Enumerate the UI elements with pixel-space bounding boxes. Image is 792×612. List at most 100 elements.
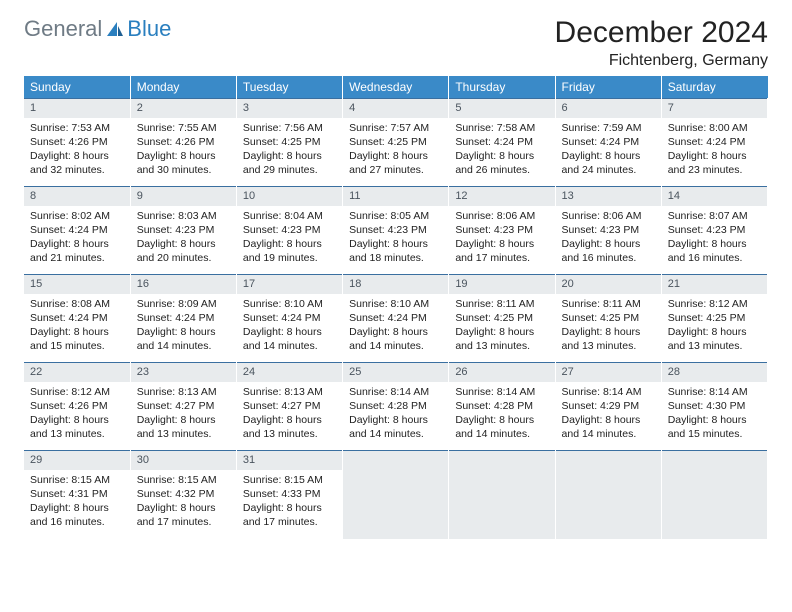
day-content: Sunrise: 8:07 AMSunset: 4:23 PMDaylight:… [662,206,767,272]
calendar-cell: 19Sunrise: 8:11 AMSunset: 4:25 PMDayligh… [449,275,555,363]
sunrise-line: Sunrise: 8:10 AM [243,297,336,311]
sunset-line: Sunset: 4:24 PM [562,135,655,149]
day-content: Sunrise: 7:57 AMSunset: 4:25 PMDaylight:… [343,118,448,184]
sunrise-line: Sunrise: 8:15 AM [243,473,336,487]
calendar-cell: 29Sunrise: 8:15 AMSunset: 4:31 PMDayligh… [24,451,130,539]
day-number: 10 [237,187,342,206]
day-number: 2 [131,99,236,118]
calendar-cell: 28Sunrise: 8:14 AMSunset: 4:30 PMDayligh… [661,363,767,451]
sunset-line: Sunset: 4:24 PM [455,135,548,149]
day-content: Sunrise: 7:55 AMSunset: 4:26 PMDaylight:… [131,118,236,184]
day-number: 6 [556,99,661,118]
day-number: 13 [556,187,661,206]
day-content: Sunrise: 8:11 AMSunset: 4:25 PMDaylight:… [556,294,661,360]
sunrise-line: Sunrise: 8:14 AM [562,385,655,399]
month-title: December 2024 [555,16,768,50]
day-number: 19 [449,275,554,294]
daylight-line: Daylight: 8 hours and 15 minutes. [30,325,124,353]
sunrise-line: Sunrise: 8:08 AM [30,297,124,311]
day-content: Sunrise: 8:13 AMSunset: 4:27 PMDaylight:… [131,382,236,448]
daylight-line: Daylight: 8 hours and 32 minutes. [30,149,124,177]
calendar-cell: 15 Sunrise: 8:08 AMSunset: 4:24 PMDayligh… [24,275,130,363]
calendar-cell: 7Sunrise: 8:00 AMSunset: 4:24 PMDaylight… [661,99,767,187]
day-content: Sunrise: 8:03 AMSunset: 4:23 PMDaylight:… [131,206,236,272]
day-number: 31 [237,451,342,470]
day-number: 30 [131,451,236,470]
sunrise-line: Sunrise: 8:15 AM [30,473,124,487]
sunset-line: Sunset: 4:24 PM [30,223,124,237]
calendar-cell: 11Sunrise: 8:05 AMSunset: 4:23 PMDayligh… [343,187,449,275]
daylight-line: Daylight: 8 hours and 19 minutes. [243,237,336,265]
daylight-line: Daylight: 8 hours and 16 minutes. [30,501,124,529]
sunrise-line: Sunrise: 8:15 AM [137,473,230,487]
calendar-cell [555,451,661,539]
day-number: 15 [24,275,130,294]
day-header: Monday [130,76,236,99]
sunset-line: Sunset: 4:25 PM [243,135,336,149]
sunset-line: Sunset: 4:24 PM [668,135,761,149]
daylight-line: Daylight: 8 hours and 18 minutes. [349,237,442,265]
sunset-line: Sunset: 4:26 PM [30,135,124,149]
day-number: 9 [131,187,236,206]
calendar-cell: 16Sunrise: 8:09 AMSunset: 4:24 PMDayligh… [130,275,236,363]
sunset-line: Sunset: 4:28 PM [349,399,442,413]
day-content: Sunrise: 8:14 AMSunset: 4:28 PMDaylight:… [343,382,448,448]
calendar-cell: 9Sunrise: 8:03 AMSunset: 4:23 PMDaylight… [130,187,236,275]
sunrise-line: Sunrise: 8:03 AM [137,209,230,223]
location: Fichtenberg, Germany [555,52,768,70]
day-number: 12 [449,187,554,206]
daylight-line: Daylight: 8 hours and 15 minutes. [668,413,761,441]
sunset-line: Sunset: 4:23 PM [455,223,548,237]
calendar-cell: 26Sunrise: 8:14 AMSunset: 4:28 PMDayligh… [449,363,555,451]
day-number: 4 [343,99,448,118]
day-content: Sunrise: 8:09 AMSunset: 4:24 PMDaylight:… [131,294,236,360]
sunrise-line: Sunrise: 8:14 AM [455,385,548,399]
calendar-row: 15Sunrise: 8:08 AMSunset: 4:24 PMDayligh… [24,275,768,363]
day-number: 29 [24,451,130,470]
calendar-cell: 30Sunrise: 8:15 AMSunset: 4:32 PMDayligh… [130,451,236,539]
day-number: 8 [24,187,130,206]
daylight-line: Daylight: 8 hours and 13 minutes. [562,325,655,353]
daylight-line: Daylight: 8 hours and 13 minutes. [137,413,230,441]
daylight-line: Daylight: 8 hours and 13 minutes. [243,413,336,441]
day-content: Sunrise: 8:14 AMSunset: 4:29 PMDaylight:… [556,382,661,448]
day-number: 27 [556,363,661,382]
daylight-line: Daylight: 8 hours and 30 minutes. [137,149,230,177]
day-number: 11 [343,187,448,206]
daylight-line: Daylight: 8 hours and 13 minutes. [30,413,124,441]
sunrise-line: Sunrise: 7:53 AM [30,121,124,135]
calendar-table: Sunday Monday Tuesday Wednesday Thursday… [24,76,768,539]
day-content: Sunrise: 7:58 AMSunset: 4:24 PMDaylight:… [449,118,554,184]
sunset-line: Sunset: 4:33 PM [243,487,336,501]
daylight-line: Daylight: 8 hours and 14 minutes. [455,413,548,441]
daylight-line: Daylight: 8 hours and 13 minutes. [455,325,548,353]
sunset-line: Sunset: 4:24 PM [30,311,124,325]
day-number: 26 [449,363,554,382]
calendar-cell: 20Sunrise: 8:11 AMSunset: 4:25 PMDayligh… [555,275,661,363]
calendar-cell: 27Sunrise: 8:14 AMSunset: 4:29 PMDayligh… [555,363,661,451]
sunrise-line: Sunrise: 7:56 AM [243,121,336,135]
sunrise-line: Sunrise: 8:07 AM [668,209,761,223]
page-header: General Blue December 2024 Fichtenberg, … [24,16,768,70]
day-content: Sunrise: 8:15 AMSunset: 4:32 PMDaylight:… [131,470,236,536]
calendar-cell: 6Sunrise: 7:59 AMSunset: 4:24 PMDaylight… [555,99,661,187]
sunset-line: Sunset: 4:26 PM [137,135,230,149]
sunset-line: Sunset: 4:23 PM [137,223,230,237]
calendar-cell: 3Sunrise: 7:56 AMSunset: 4:25 PMDaylight… [236,99,342,187]
day-content: Sunrise: 8:06 AMSunset: 4:23 PMDaylight:… [449,206,554,272]
calendar-cell [343,451,449,539]
calendar-cell: 17Sunrise: 8:10 AMSunset: 4:24 PMDayligh… [236,275,342,363]
sunset-line: Sunset: 4:29 PM [562,399,655,413]
day-content: Sunrise: 8:14 AMSunset: 4:28 PMDaylight:… [449,382,554,448]
sunset-line: Sunset: 4:25 PM [455,311,548,325]
day-content: Sunrise: 8:12 AMSunset: 4:25 PMDaylight:… [662,294,767,360]
day-content: Sunrise: 8:00 AMSunset: 4:24 PMDaylight:… [662,118,767,184]
sunrise-line: Sunrise: 7:59 AM [562,121,655,135]
sunset-line: Sunset: 4:28 PM [455,399,548,413]
calendar-cell [449,451,555,539]
day-content: Sunrise: 8:02 AMSunset: 4:24 PMDaylight:… [24,206,130,272]
logo-sail-icon [105,20,125,38]
daylight-line: Daylight: 8 hours and 27 minutes. [349,149,442,177]
day-number: 17 [237,275,342,294]
daylight-line: Daylight: 8 hours and 13 minutes. [668,325,761,353]
